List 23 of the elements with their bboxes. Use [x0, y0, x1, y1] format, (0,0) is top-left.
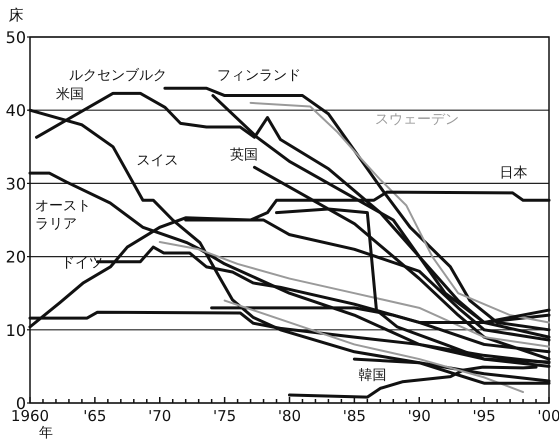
- series-label: オーストラリア: [35, 198, 92, 232]
- y-tick-label: 50: [6, 28, 26, 47]
- y-tick-label: 10: [6, 320, 26, 340]
- x-tick-label: '75: [213, 407, 236, 425]
- x-tick-label: '70: [148, 407, 172, 425]
- series-label: 米国: [56, 86, 84, 102]
- text: スウェーデン: [375, 111, 460, 128]
- series-label: 韓国: [358, 368, 386, 384]
- x-tick-label: '65: [83, 407, 106, 425]
- x-tick-label: '85: [342, 407, 366, 425]
- x-tick-label: '90: [408, 407, 431, 425]
- x-tick-label: '95: [472, 407, 496, 425]
- x-axis-title: 年: [39, 425, 53, 441]
- y-tick-label: 20: [6, 248, 26, 267]
- y-tick-label: 40: [6, 101, 26, 120]
- series-label: ルクセンブルク: [68, 67, 167, 84]
- y-tick-label: 30: [6, 174, 26, 194]
- y-axis-title: 床: [8, 6, 24, 24]
- x-tick-label: '80: [278, 407, 302, 425]
- series-label: 英国: [230, 147, 258, 164]
- series-label: 日本: [500, 164, 528, 181]
- series-label: フィンランド: [216, 67, 301, 84]
- series-label: スイス: [136, 152, 178, 168]
